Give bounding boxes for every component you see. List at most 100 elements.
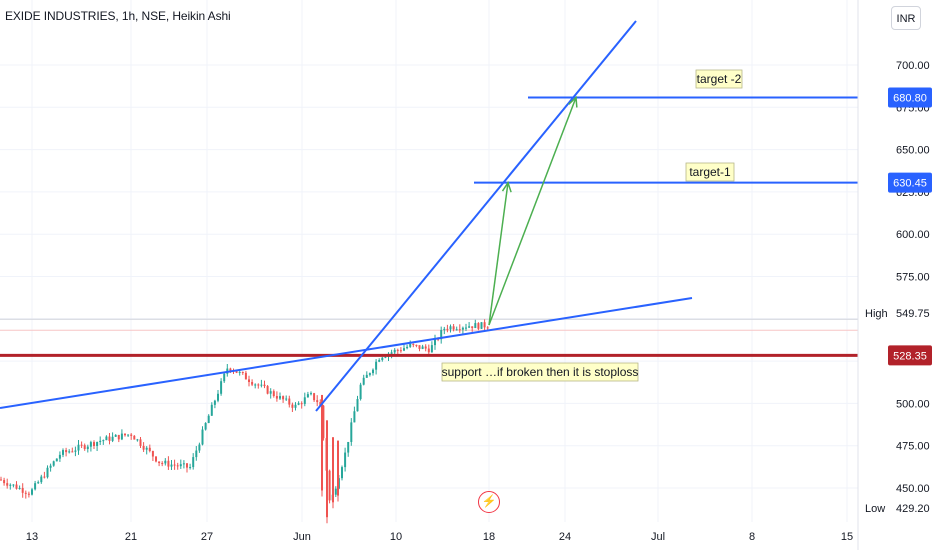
target1-note: target-1 bbox=[689, 165, 731, 179]
candle-body bbox=[37, 482, 40, 484]
time-tick-label: 13 bbox=[26, 531, 38, 543]
candle-body bbox=[80, 444, 83, 446]
lower-trendline[interactable] bbox=[0, 297, 693, 409]
candle-body bbox=[359, 384, 362, 400]
candle-body bbox=[418, 345, 421, 349]
candle-body bbox=[344, 452, 347, 468]
candle-body bbox=[124, 433, 126, 436]
axes: 450.00475.00500.00525.00550.00575.00600.… bbox=[26, 0, 932, 550]
candle-body bbox=[31, 489, 33, 495]
lightning-icon[interactable]: ⚡ bbox=[478, 491, 500, 513]
candle-body bbox=[337, 440, 339, 496]
target1-arrowhead bbox=[501, 180, 512, 193]
candle-body bbox=[378, 360, 381, 362]
candle-body bbox=[52, 461, 55, 466]
target2-note: target -2 bbox=[697, 72, 742, 86]
candle-body bbox=[316, 400, 319, 403]
target2-price-value: 680.80 bbox=[893, 92, 927, 104]
grid bbox=[0, 0, 858, 522]
candle-body bbox=[3, 480, 6, 484]
candle-body bbox=[288, 398, 291, 405]
candle-body bbox=[449, 326, 452, 330]
chart-title: EXIDE INDUSTRIES, 1h, NSE, Heikin Ashi bbox=[5, 9, 231, 23]
candle-body bbox=[145, 447, 148, 450]
price-tick-label: 575.00 bbox=[896, 272, 930, 284]
candle-body bbox=[55, 458, 58, 462]
candle-body bbox=[303, 397, 306, 404]
candle-body bbox=[272, 391, 275, 397]
low-label: Low bbox=[865, 503, 885, 515]
candle-body bbox=[443, 328, 446, 331]
candle-body bbox=[155, 456, 157, 462]
upper-trendline[interactable] bbox=[315, 20, 637, 412]
target1-arrow[interactable] bbox=[488, 182, 509, 326]
candle-body bbox=[170, 464, 173, 467]
candle-body bbox=[483, 322, 486, 328]
candle-body bbox=[229, 368, 232, 371]
candle-body bbox=[350, 422, 353, 442]
target1-price-value: 630.45 bbox=[893, 178, 927, 190]
candle-body bbox=[65, 450, 68, 453]
candle-body bbox=[263, 384, 266, 387]
candle-body bbox=[173, 464, 176, 466]
candle-body bbox=[399, 350, 402, 352]
candle-body bbox=[139, 439, 142, 446]
time-tick-label: Jul bbox=[651, 531, 665, 543]
candle-body bbox=[241, 371, 244, 373]
candle-body bbox=[300, 403, 303, 405]
target2-arrowhead bbox=[568, 95, 578, 108]
candle-body bbox=[458, 329, 461, 331]
candle-body bbox=[465, 327, 467, 329]
candle-body bbox=[486, 327, 489, 329]
candle-body bbox=[89, 442, 92, 447]
candle-body bbox=[223, 373, 226, 382]
candle-body bbox=[368, 373, 371, 375]
support-note: support …if broken then it is stoploss bbox=[442, 365, 639, 379]
candle-body bbox=[96, 442, 99, 446]
candle-body bbox=[164, 460, 167, 464]
candle-body bbox=[130, 434, 133, 436]
time-tick-label: Jun bbox=[293, 531, 311, 543]
candle-body bbox=[235, 371, 238, 373]
candles bbox=[0, 319, 489, 524]
time-tick-label: 8 bbox=[749, 531, 755, 543]
candle-body bbox=[480, 322, 483, 329]
candle-body bbox=[294, 404, 297, 408]
price-tick-label: 450.00 bbox=[896, 483, 930, 495]
candle-body bbox=[341, 467, 343, 479]
time-tick-label: 21 bbox=[125, 531, 137, 543]
high-bg bbox=[860, 303, 932, 324]
candle-body bbox=[9, 484, 12, 486]
drawings[interactable]: target -2 target-1 support …if broken then… bbox=[0, 20, 858, 412]
candle-body bbox=[142, 445, 145, 450]
currency-button[interactable]: INR bbox=[891, 6, 921, 30]
candle-body bbox=[151, 451, 154, 457]
time-tick-label: 24 bbox=[559, 531, 571, 543]
candle-body bbox=[403, 348, 405, 351]
candle-body bbox=[15, 484, 18, 489]
candle-body bbox=[62, 450, 64, 455]
candle-body bbox=[275, 396, 278, 399]
candle-body bbox=[415, 344, 418, 346]
candle-body bbox=[269, 391, 272, 394]
candle-body bbox=[77, 444, 80, 451]
candle-body bbox=[471, 326, 474, 329]
candle-body bbox=[6, 483, 9, 486]
target2-arrow[interactable] bbox=[488, 97, 577, 326]
candle-body bbox=[251, 382, 254, 385]
candle-body bbox=[393, 349, 396, 353]
candle-body bbox=[322, 405, 325, 439]
candle-body bbox=[365, 374, 368, 378]
price-tick-label: 500.00 bbox=[896, 398, 930, 410]
candle-body bbox=[248, 379, 250, 383]
candle-body bbox=[446, 328, 449, 330]
candle-body bbox=[421, 346, 424, 349]
candle-body bbox=[217, 393, 219, 401]
time-tick-label: 18 bbox=[483, 531, 495, 543]
candle-body bbox=[213, 400, 216, 405]
candle-body bbox=[58, 454, 61, 459]
candle-body bbox=[434, 338, 436, 346]
candle-body bbox=[167, 460, 170, 467]
